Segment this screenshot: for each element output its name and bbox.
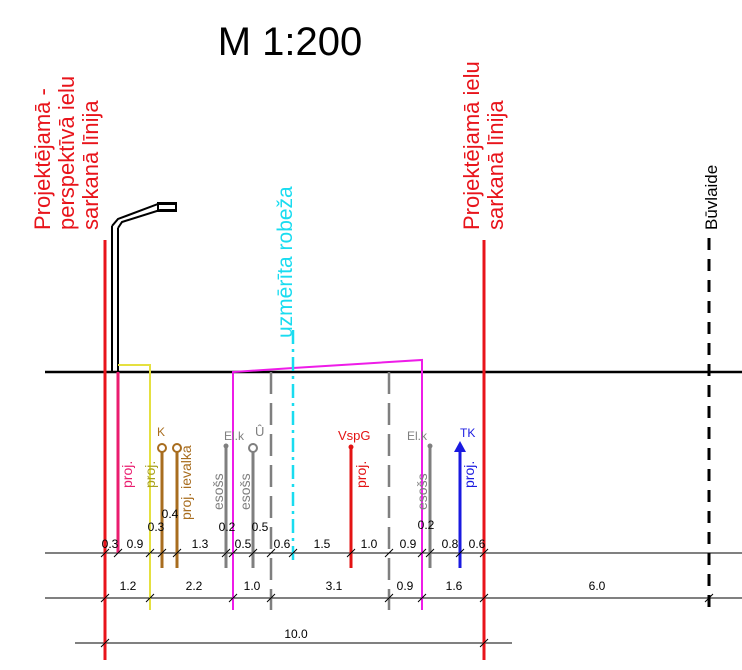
red-line-left-label: Projektējamā - perspektīvā ielu sarkanā … [30,70,103,230]
utility-elk-left-icon [223,443,229,449]
utility-vspg-label: VspG [338,428,371,443]
utility-k-label: K [157,425,165,439]
utility-vspg-icon [348,444,354,450]
dim-label: 1.0 [244,579,261,593]
utility-proj-pink-label: proj. [119,461,135,488]
dim-label: 1.5 [314,537,331,551]
utility-ievalka-icon [172,443,182,453]
dim-label: 2.2 [186,579,203,593]
dim-label: 0.6 [469,537,486,551]
survey-boundary-label: uzmērīta robeža [274,186,297,338]
utility-ievalka-label: proj. ievalka [178,445,194,520]
red-line-right-label: Projektējamā ielu sarkanā līnija [459,55,508,230]
building-line-label: Būvlaide [702,165,721,230]
dim-label: 0.6 [274,537,291,551]
dim-label: 0.2 [219,520,236,534]
dim-label: 0.3 [148,520,165,534]
dim-label: 1.3 [192,537,209,551]
utility-elk-right-icon [427,443,433,449]
utility-tk-label: TK [460,426,475,440]
utility-esoss-1-label: esošs [210,473,226,510]
dim-label: 1.6 [446,579,463,593]
utility-u-label: Û [255,424,264,439]
yellow-boundary [118,364,151,610]
dim-labels-row-2: 1.2 2.2 1.0 3.1 0.9 1.6 6.0 [120,579,606,593]
dim-label: 0.5 [252,520,269,534]
dim-ticks-row-3 [100,638,489,648]
utility-vspg-proj-label: proj. [353,461,369,488]
utility-elk-left-label: El.k [224,429,245,443]
dim-label: 6.0 [589,579,606,593]
dim-label: 1.2 [120,579,137,593]
dim-ticks-row-2 [100,593,714,603]
dim-label: 0.3 [102,537,119,551]
utility-esoss-right-label: esošs [414,473,430,510]
scale-title: M 1:200 [218,20,363,64]
dim-label: 0.9 [400,537,417,551]
utility-esoss-2-label: esošs [237,473,253,510]
dim-label: 0.4 [162,507,179,521]
dim-label: 0.8 [442,537,459,551]
dim-ticks-row-1 [100,548,489,558]
dim-label: 0.5 [235,537,252,551]
dim-label: 0.9 [127,537,144,551]
dim-label-total: 10.0 [284,627,308,641]
utility-elk-right-label: El.k [407,429,428,443]
dim-label: 3.1 [326,579,343,593]
utility-tk-proj-label: proj. [461,461,477,488]
utility-u-icon [248,443,258,453]
street-lamp-icon [111,202,177,372]
utility-proj-yellow-label: proj. [142,461,158,488]
dim-label: 0.9 [397,579,414,593]
dim-label: 1.0 [361,537,378,551]
magenta-boundary [232,358,423,610]
utility-tk-arrow-icon [454,441,466,452]
dim-label: 0.2 [418,518,435,532]
dim-labels-row-1: 0.3 0.9 0.3 0.4 1.3 0.2 0.5 0.5 0.6 1.5 … [102,507,486,551]
utility-k-icon [157,443,167,453]
